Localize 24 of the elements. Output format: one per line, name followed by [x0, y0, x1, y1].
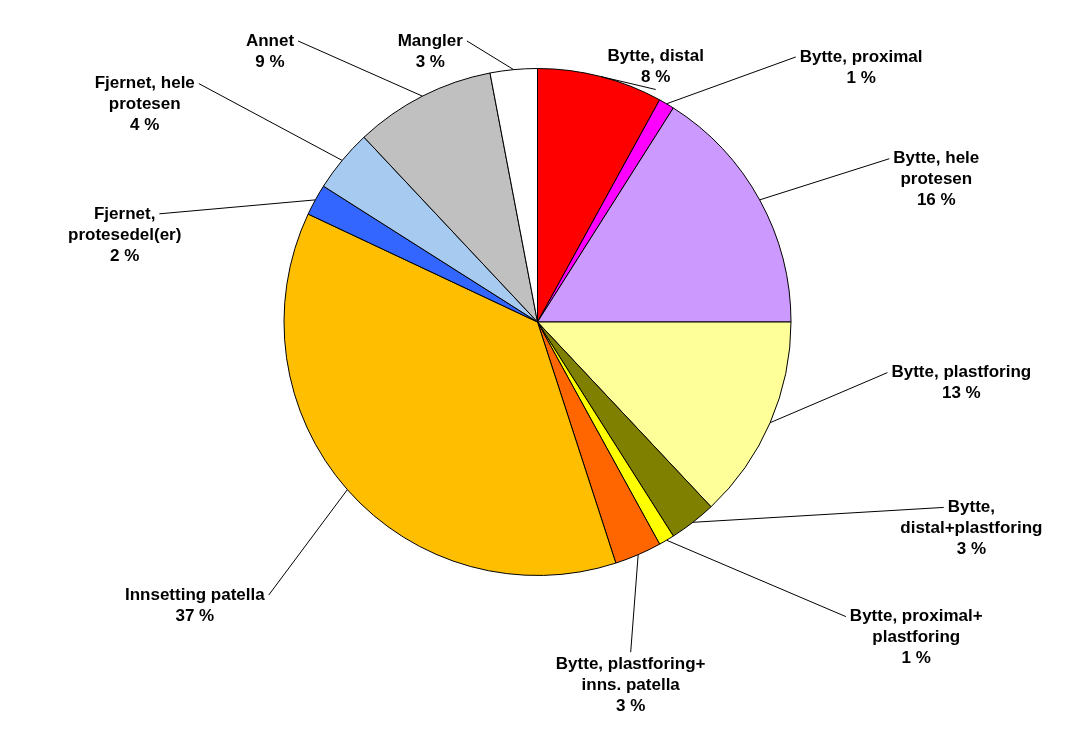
data-label: 1 %: [901, 648, 931, 668]
slice-label: Fjernet, protesedel(er): [68, 203, 182, 244]
slice-label: Innsetting patella: [124, 584, 266, 604]
data-label: 13 %: [941, 383, 981, 403]
slice-label: Bytte, proximal: [799, 46, 923, 66]
data-label: 3 %: [616, 696, 646, 716]
slice-label: Annet: [245, 30, 295, 50]
slice-label: Bytte, hele protesen: [893, 148, 980, 189]
slice-label: Bytte, distal: [607, 45, 704, 65]
data-label: 8 %: [641, 66, 671, 86]
slice-label: Bytte, distal+plastforing: [900, 497, 1043, 538]
slice-label: Bytte, proximal+ plastforing: [849, 606, 983, 647]
slice-label: Bytte, plastforing+ inns. patella: [555, 654, 706, 695]
data-label: 37 %: [175, 605, 215, 625]
data-label: 3 %: [415, 51, 445, 71]
slice-label: Bytte, plastforing: [891, 362, 1032, 382]
data-label: 16 %: [916, 190, 956, 210]
data-label: 9 %: [255, 51, 285, 71]
data-label: 2 %: [110, 245, 140, 265]
data-label: 3 %: [956, 539, 986, 559]
data-label: 4 %: [130, 115, 160, 135]
data-label: 1 %: [846, 67, 876, 87]
slice-label: Mangler: [397, 30, 464, 50]
slice-label: Fjernet, hele protesen: [94, 73, 195, 114]
